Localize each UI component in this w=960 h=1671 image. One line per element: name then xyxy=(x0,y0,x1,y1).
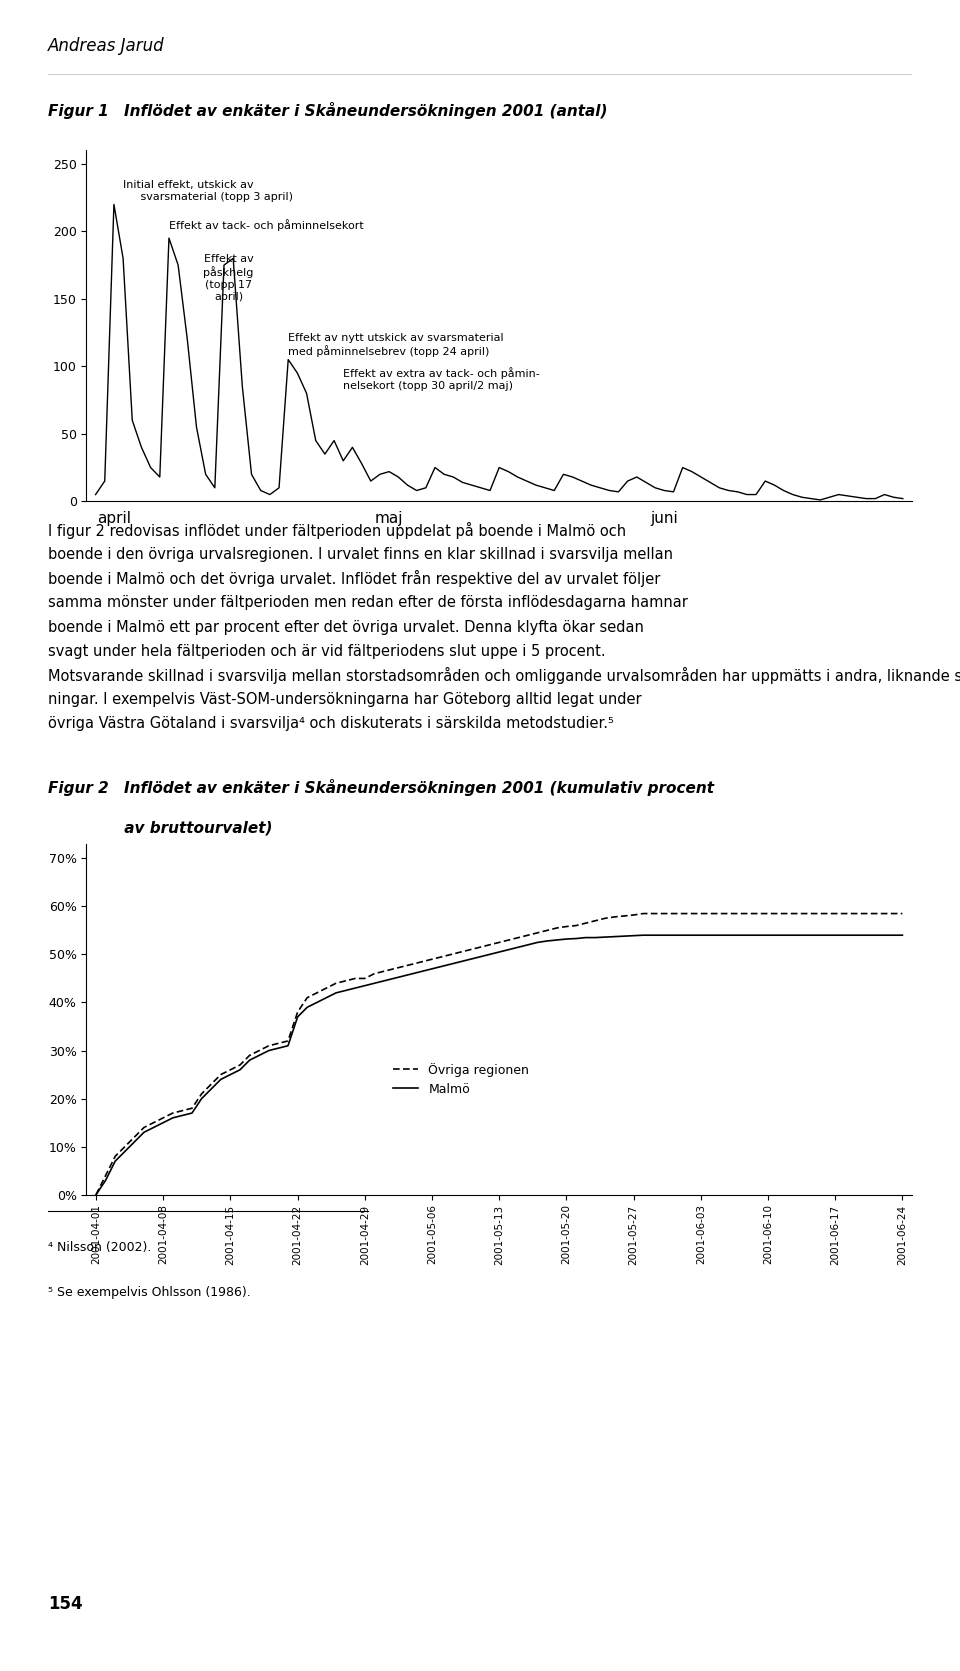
Övriga regionen xyxy=(330,973,342,993)
Text: samma mönster under fältperioden men redan efter de första inflödesdagarna hamna: samma mönster under fältperioden men red… xyxy=(48,595,688,610)
Text: av bruttourvalet): av bruttourvalet) xyxy=(48,820,273,836)
Text: ⁴ Nilsson (2002).: ⁴ Nilsson (2002). xyxy=(48,1240,152,1253)
Text: Figur 1  Inflödet av enkäter i Skåneundersökningen 2001 (antal): Figur 1 Inflödet av enkäter i Skåneunder… xyxy=(48,102,608,119)
Text: boende i Malmö ett par procent efter det övriga urvalet. Denna klyfta ökar sedan: boende i Malmö ett par procent efter det… xyxy=(48,620,644,635)
Övriga regionen xyxy=(493,932,505,952)
Legend: Övriga regionen, Malmö: Övriga regionen, Malmö xyxy=(389,1058,534,1101)
Övriga regionen xyxy=(897,904,908,924)
Text: övriga Västra Götaland i svarsvilja⁴ och diskuterats i särskilda metodstudier.⁵: övriga Västra Götaland i svarsvilja⁴ och… xyxy=(48,717,613,732)
Text: Effekt av
påskhelg
(topp 17
april): Effekt av påskhelg (topp 17 april) xyxy=(204,254,253,301)
Text: Effekt av nytt utskick av svarsmaterial
med påminnelsebrev (topp 24 april): Effekt av nytt utskick av svarsmaterial … xyxy=(288,333,504,358)
Malmö xyxy=(369,973,380,993)
Övriga regionen xyxy=(858,904,870,924)
Text: Effekt av extra av tack- och påmin-
nelsekort (topp 30 april/2 maj): Effekt av extra av tack- och påmin- nels… xyxy=(344,368,540,391)
Text: Andreas Jarud: Andreas Jarud xyxy=(48,37,164,55)
Övriga regionen xyxy=(369,964,380,984)
Malmö xyxy=(90,1185,102,1205)
Malmö xyxy=(225,1064,236,1084)
Övriga regionen xyxy=(225,1059,236,1079)
Övriga regionen xyxy=(340,971,351,991)
Line: Malmö: Malmö xyxy=(96,936,902,1195)
Malmö xyxy=(637,926,649,946)
Malmö xyxy=(330,983,342,1003)
Text: boende i Malmö och det övriga urvalet. Inflödet från respektive del av urvalet f: boende i Malmö och det övriga urvalet. I… xyxy=(48,570,660,587)
Text: Effekt av tack- och påminnelsekort: Effekt av tack- och påminnelsekort xyxy=(169,219,364,231)
Text: boende i den övriga urvalsregionen. I urvalet finns en klar skillnad i svarsvilj: boende i den övriga urvalsregionen. I ur… xyxy=(48,546,673,561)
Malmö xyxy=(858,926,870,946)
Text: I figur 2 redovisas inflödet under fältperioden uppdelat på boende i Malmö och: I figur 2 redovisas inflödet under fältp… xyxy=(48,521,626,538)
Malmö xyxy=(340,981,351,1001)
Text: ⁵ Se exempelvis Ohlsson (1986).: ⁵ Se exempelvis Ohlsson (1986). xyxy=(48,1287,251,1298)
Malmö xyxy=(897,926,908,946)
Line: Övriga regionen: Övriga regionen xyxy=(96,914,902,1195)
Övriga regionen xyxy=(637,904,649,924)
Text: Figur 2  Inflödet av enkäter i Skåneundersökningen 2001 (kumulativ procent: Figur 2 Inflödet av enkäter i Skåneunder… xyxy=(48,779,714,795)
Malmö xyxy=(493,942,505,962)
Text: Initial effekt, utskick av
     svarsmaterial (topp 3 april): Initial effekt, utskick av svarsmaterial… xyxy=(123,180,293,202)
Övriga regionen xyxy=(90,1185,102,1205)
Text: 154: 154 xyxy=(48,1596,83,1613)
Text: Motsvarande skillnad i svarsvilja mellan storstadsområden och omliggande urvalso: Motsvarande skillnad i svarsvilja mellan… xyxy=(48,667,960,683)
Text: ningar. I exempelvis Väst-SOM-undersökningarna har Göteborg alltid legat under: ningar. I exempelvis Väst-SOM-undersökni… xyxy=(48,692,641,707)
Text: svagt under hela fältperioden och är vid fältperiodens slut uppe i 5 procent.: svagt under hela fältperioden och är vid… xyxy=(48,643,606,658)
